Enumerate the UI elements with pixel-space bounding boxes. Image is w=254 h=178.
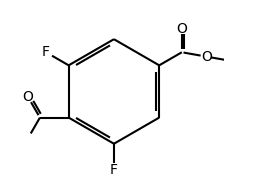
Text: O: O [23, 90, 34, 104]
Text: F: F [110, 163, 118, 177]
Text: O: O [176, 22, 187, 36]
Text: F: F [42, 45, 50, 59]
Text: O: O [201, 50, 212, 64]
